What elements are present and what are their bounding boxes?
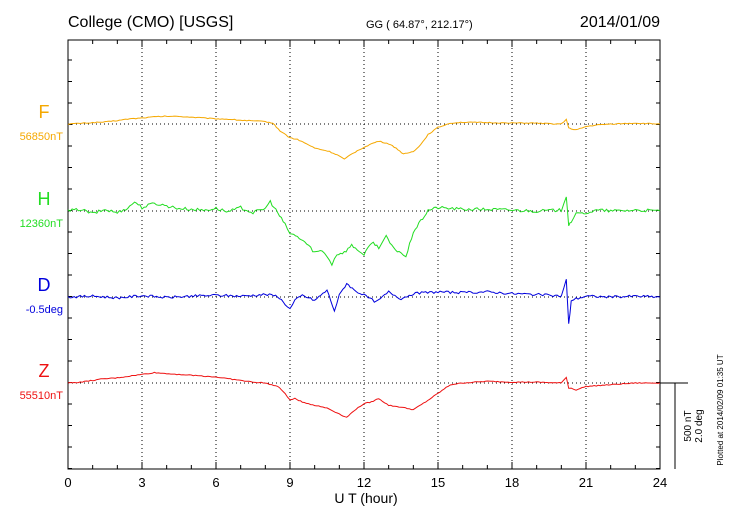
scale-deg-label: 2.0 deg (694, 409, 705, 442)
chart-title: College (CMO) [USGS] (68, 14, 233, 31)
x-tick-label: 21 (579, 475, 593, 490)
series-line-f (67, 115, 661, 160)
x-axis-label: U T (hour) (334, 490, 397, 506)
scale-bar: 500 nT 2.0 deg (660, 382, 705, 469)
chart-date: 2014/01/09 (580, 14, 660, 31)
series-lines (67, 115, 661, 418)
series-labels: F 56850nT H 12360nT D -0.5deg Z 55510nT (20, 102, 64, 402)
series-baseline-d: -0.5deg (26, 304, 63, 316)
series-baseline-h: 12360nT (20, 218, 64, 230)
series-line-h (67, 196, 661, 267)
series-name-h: H (38, 189, 51, 209)
station-coordinates: GG ( 64.87°, 212.17°) (366, 19, 473, 31)
x-tick-label: 18 (505, 475, 519, 490)
series-line-z (67, 371, 661, 418)
x-tick-label: 24 (653, 475, 667, 490)
series-name-d: D (38, 275, 51, 295)
series-baseline-z: 55510nT (20, 390, 64, 402)
x-tick-label: 9 (286, 475, 293, 490)
x-tick-label: 15 (431, 475, 445, 490)
series-line-d (67, 279, 661, 324)
x-tick-labels: 0 3 6 9 12 15 18 21 24 (64, 475, 667, 490)
x-tick-label: 12 (357, 475, 371, 490)
scale-nt-label: 500 nT (683, 410, 694, 441)
series-name-f: F (39, 102, 50, 122)
x-tick-label: 3 (138, 475, 145, 490)
baselines (68, 123, 660, 384)
series-name-z: Z (39, 361, 50, 381)
plotted-timestamp: Plotted at 2014/02/09 01:35 UT (716, 354, 725, 465)
x-tick-label: 6 (212, 475, 219, 490)
series-baseline-f: 56850nT (20, 131, 64, 143)
x-tick-label: 0 (64, 475, 71, 490)
